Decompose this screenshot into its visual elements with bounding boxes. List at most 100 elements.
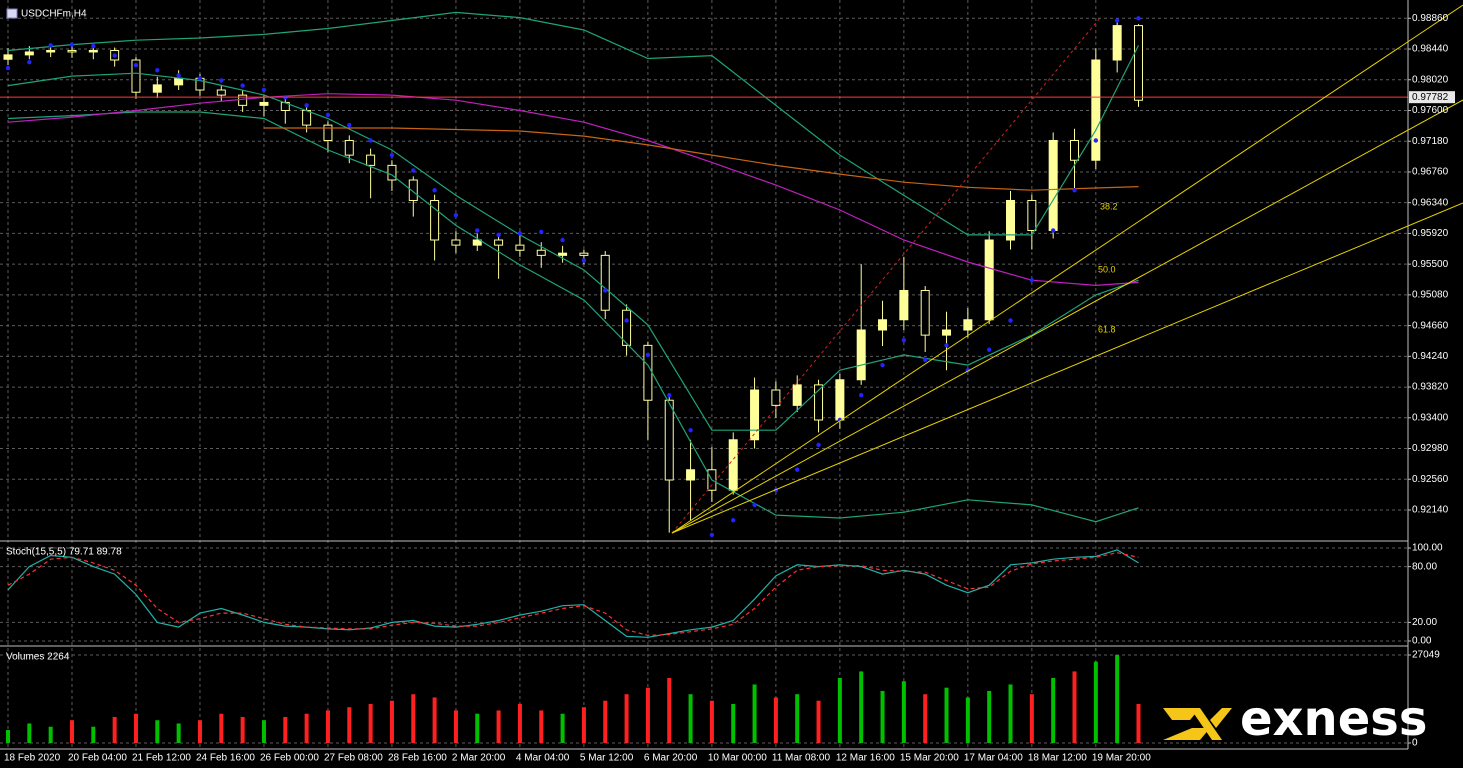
volume-bar (155, 720, 160, 743)
candle-body (771, 389, 781, 406)
candle-body (942, 329, 952, 336)
volume-bar (731, 703, 736, 743)
volume-bar (944, 687, 949, 743)
candle-body (1006, 199, 1016, 241)
volume-bar (347, 707, 352, 743)
y-tick-label: 0.97180 (1412, 136, 1449, 147)
symbol-icon (6, 8, 18, 19)
sar-dot (581, 258, 587, 263)
candle-body (579, 252, 589, 256)
x-tick-label: 6 Mar 20:00 (644, 753, 698, 764)
volume-bar (432, 697, 437, 743)
sar-dot (517, 231, 523, 236)
volume-bar (1029, 694, 1034, 743)
sar-dot (432, 188, 437, 193)
volume-bar (240, 716, 245, 743)
fibo-label: 50.0 (1098, 264, 1116, 274)
y-tick-label: 0.97600 (1412, 105, 1449, 116)
volume-bar (816, 700, 821, 743)
volume-bar (773, 697, 778, 743)
candle-body (984, 239, 994, 321)
sar-dot (197, 76, 203, 81)
x-tick-label: 4 Mar 04:00 (516, 753, 570, 764)
y-tick-label: 0.92140 (1412, 505, 1449, 516)
sar-dot (240, 83, 245, 88)
grid-layer (0, 0, 1408, 748)
volume-bar (389, 700, 394, 743)
candle-body (131, 59, 141, 93)
candle-body (814, 384, 824, 421)
y-tick-label: 100.00 (1412, 543, 1443, 554)
logo-icon (1163, 708, 1210, 740)
candle-body (472, 239, 482, 246)
candle-body (920, 289, 930, 336)
volume-bar (368, 703, 373, 743)
current-price-label: 0.97782 (1412, 92, 1449, 103)
sar-dot (944, 343, 949, 348)
sar-dot (752, 502, 757, 508)
indicator-line (7, 72, 1139, 431)
sar-dot (922, 357, 928, 363)
y-tick-label: 0.95920 (1412, 228, 1449, 239)
candle-body (46, 49, 56, 53)
y-tick-label: 0.92980 (1412, 443, 1449, 454)
candle-body (152, 84, 162, 93)
candle-body (387, 164, 397, 181)
candle-body (430, 199, 440, 241)
x-tick-label: 21 Feb 12:00 (132, 753, 191, 764)
sar-dot (986, 347, 992, 352)
x-tick-label: 26 Feb 00:00 (260, 753, 319, 764)
fibo-label: 38.2 (1100, 201, 1118, 211)
volume-bar (795, 694, 800, 743)
volume-bar (219, 713, 224, 743)
sar-dot (645, 352, 651, 358)
volume-bar (1051, 677, 1056, 743)
volume-bar (581, 707, 586, 743)
candle-body (259, 101, 269, 106)
y-tick-label: 0.98440 (1412, 44, 1449, 55)
x-tick-label: 27 Feb 08:00 (324, 753, 383, 764)
y-tick-label: 0.00 (1412, 636, 1432, 647)
volume-bar (48, 726, 53, 743)
sar-dot (496, 232, 501, 238)
y-tick-label: 0.95080 (1412, 290, 1449, 301)
sar-dot (1050, 228, 1056, 233)
fibo-fan-line (671, 4, 1463, 534)
candle-body (302, 109, 312, 126)
y-tick-label: 20.00 (1412, 617, 1437, 628)
candle-body (323, 124, 333, 141)
candle-body (536, 249, 546, 256)
volume-bar (752, 684, 757, 743)
y-tick-label: 0.96340 (1412, 197, 1449, 208)
logo-icon (1190, 708, 1232, 740)
volume-bar (1115, 655, 1120, 743)
volume-bar (645, 687, 650, 743)
volume-bar (709, 700, 714, 743)
sar-dot (411, 168, 416, 173)
logo-text: exness (1240, 691, 1427, 747)
y-tick-label: 0.93400 (1412, 412, 1449, 423)
chart-title: USDCHFm,H4 (21, 9, 87, 20)
indicator-line (7, 11, 1140, 236)
trend-line (671, 17, 1101, 534)
sar-dot (624, 318, 629, 323)
candle-body (750, 389, 760, 441)
volume-bar (496, 710, 501, 743)
indicator-line (264, 127, 1139, 191)
sar-dot (603, 288, 608, 293)
candle-body (238, 94, 248, 106)
candle-body (408, 179, 418, 201)
sar-dot (112, 53, 117, 58)
volume-bar (1093, 661, 1098, 743)
volume-bar (965, 697, 970, 743)
stoch-line (7, 549, 1139, 638)
sar-dot (368, 138, 373, 143)
y-tick-label: 0.95500 (1412, 259, 1449, 270)
sar-dot (1072, 188, 1077, 193)
volume-bar (987, 690, 992, 743)
candle-body (600, 254, 610, 311)
candle-body (67, 49, 77, 53)
volume-bar (69, 720, 74, 743)
volume-bar (901, 681, 906, 743)
candle-body (494, 239, 504, 246)
